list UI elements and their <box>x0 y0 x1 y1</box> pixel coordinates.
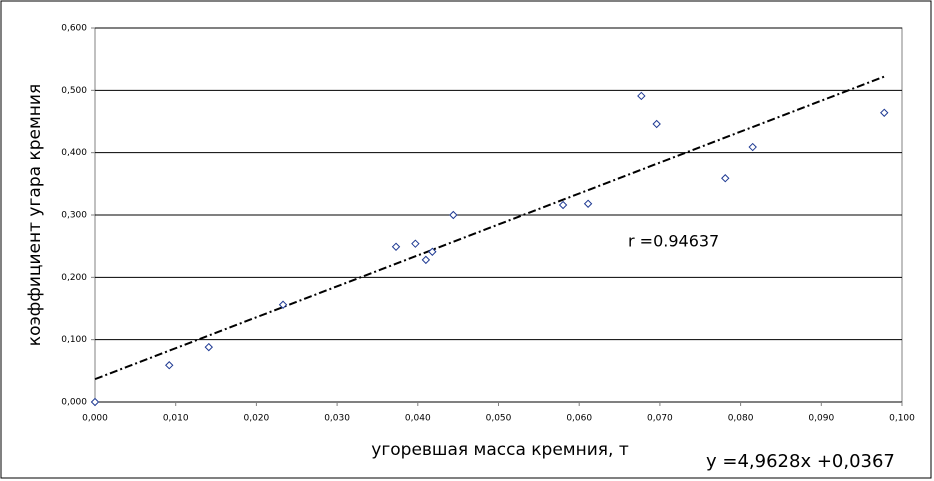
x-tick-label: 0,030 <box>324 414 350 424</box>
data-point <box>652 119 661 129</box>
trendline <box>94 75 885 381</box>
data-point <box>428 247 437 256</box>
data-point <box>558 200 568 210</box>
y-tick-label: 0,100 <box>61 335 87 345</box>
x-tick-label: 0,050 <box>486 414 512 424</box>
data-point <box>421 255 431 265</box>
x-tick-label: 0,090 <box>808 414 834 424</box>
y-tick-label: 0,600 <box>61 24 87 34</box>
data-point <box>449 210 458 220</box>
y-axis-title: коэффициент угара кремния <box>25 84 45 346</box>
y-tick-label: 0,300 <box>61 211 87 221</box>
data-point <box>90 397 100 407</box>
x-tick-label: 0,070 <box>647 414 673 424</box>
data-point <box>721 174 730 183</box>
x-tick-label: 0,100 <box>889 414 915 424</box>
y-tick-label: 0,200 <box>61 273 87 283</box>
x-tick-label: 0,010 <box>163 414 189 424</box>
data-point <box>204 342 213 352</box>
data-point <box>391 242 401 251</box>
x-tick-label: 0,040 <box>405 414 431 424</box>
annotation: r =0.94637 <box>628 232 719 251</box>
data-point <box>165 361 174 370</box>
y-tick-label: 0,000 <box>61 398 87 408</box>
data-point <box>880 108 889 117</box>
x-tick-label: 0,060 <box>566 414 592 424</box>
data-point <box>278 300 288 309</box>
x-tick-label: 0,020 <box>244 414 270 424</box>
x-tick-label: 0,080 <box>728 414 754 424</box>
x-axis-title: угоревшая масса кремния, т <box>371 440 629 460</box>
data-point <box>583 199 593 208</box>
data-point <box>748 142 757 152</box>
y-tick-label: 0,500 <box>61 86 87 96</box>
y-tick-label: 0,400 <box>61 148 87 158</box>
trendline-equation: y =4,9628x +0,0367 <box>706 451 895 472</box>
data-point <box>637 91 646 101</box>
data-point <box>411 239 420 248</box>
x-tick-label: 0,000 <box>82 414 108 424</box>
